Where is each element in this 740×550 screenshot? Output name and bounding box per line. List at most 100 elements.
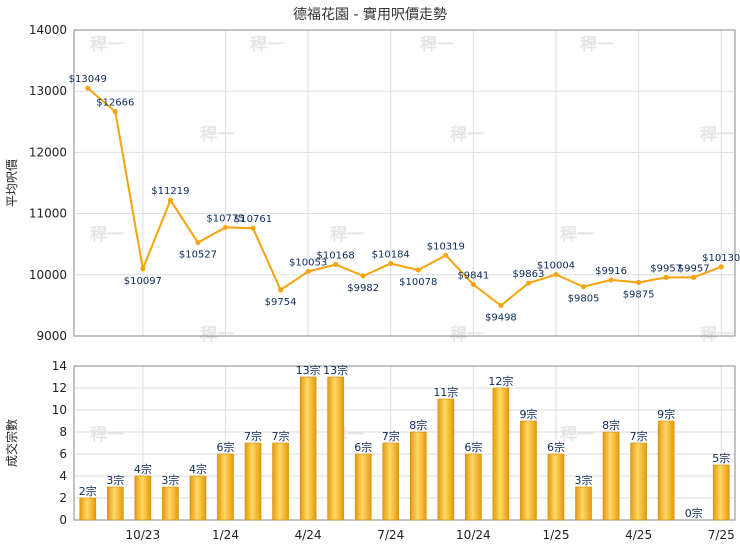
volume-data-label: 7宗	[630, 429, 648, 443]
price-line-panel: 9000 10000 11000 12000 13000 14000 平均呎價 $13049 $…	[5, 23, 740, 343]
price-point	[305, 269, 311, 275]
watermark-text: 稈一	[450, 325, 484, 345]
x-tick-label: 10/24	[456, 528, 491, 542]
price-point	[498, 303, 504, 309]
volume-data-label: 9宗	[519, 407, 537, 421]
volume-bar	[354, 453, 372, 521]
price-data-label: $12666	[96, 98, 134, 109]
volume-data-label: 11宗	[433, 385, 458, 399]
price-data-label: $10097	[124, 276, 162, 287]
volume-bar	[520, 420, 537, 521]
chart-title: 德福花園 - 實用呎價走勢	[293, 6, 447, 23]
volume-bar	[602, 431, 620, 521]
price-series-line	[87, 87, 722, 307]
price-point	[222, 224, 228, 230]
volume-data-label: 0宗	[685, 506, 703, 520]
price-point	[195, 240, 201, 246]
volume-bar-panel: 0 2 4 6 8 10 12 14 成交宗數 2宗 3宗 4宗 3宗 4宗 6宗 7宗 7宗 13宗 13宗 6宗 7…	[4, 359, 736, 542]
watermark-text: 稈一	[200, 325, 234, 345]
watermark-text: 稈一	[580, 35, 614, 55]
price-data-label: $10004	[537, 261, 575, 272]
price-point	[443, 252, 449, 258]
price-y-axis-label: 平均呎價	[5, 159, 19, 207]
volume-bar	[327, 376, 344, 521]
volume-plot-frame	[73, 365, 736, 521]
volume-data-label: 4宗	[134, 462, 152, 476]
price-point	[691, 274, 697, 280]
price-data-label: $10761	[234, 214, 272, 225]
price-data-label: $10168	[317, 251, 355, 262]
price-data-label: $9916	[595, 266, 627, 277]
watermark-text: 稈一	[560, 225, 594, 245]
price-data-label: $9805	[568, 294, 600, 305]
watermark-text: 稈一	[700, 325, 734, 345]
volume-data-label: 6宗	[216, 440, 234, 454]
volume-bar	[465, 453, 482, 521]
volume-bar	[657, 420, 675, 521]
volume-y-axis-label: 成交宗數	[4, 419, 19, 467]
volume-data-label: 3宗	[575, 473, 593, 487]
volume-y-tick-label: 4	[59, 469, 67, 483]
volume-bar	[437, 398, 455, 521]
price-data-label: $9875	[623, 289, 655, 300]
watermark-text: 稈一	[560, 425, 594, 445]
volume-data-label: 7宗	[382, 429, 400, 443]
price-point	[525, 280, 531, 286]
volume-data-label: 12宗	[488, 374, 513, 388]
watermark-text: 稈一	[90, 225, 124, 245]
volume-data-label: 6宗	[354, 440, 372, 454]
volume-bar	[244, 442, 262, 521]
volume-bar	[134, 475, 152, 521]
watermark-text: 稈一	[420, 35, 454, 55]
volume-data-label: 4宗	[189, 462, 207, 476]
price-point	[388, 261, 394, 267]
x-tick-label: 7/25	[708, 528, 735, 542]
volume-bar	[547, 453, 565, 521]
price-data-label: $9957	[650, 263, 682, 274]
price-y-tick-label: 14000	[29, 23, 67, 37]
price-plot-frame	[73, 29, 736, 337]
price-y-tick-label: 9000	[36, 329, 67, 343]
price-y-tick-label: 11000	[29, 207, 67, 221]
volume-data-label: 8宗	[602, 418, 620, 432]
x-tick-label: 7/24	[377, 528, 404, 542]
price-point	[167, 197, 173, 203]
price-point	[636, 279, 642, 285]
volume-y-tick-label: 8	[59, 425, 67, 439]
volume-bar	[272, 442, 289, 521]
price-data-label: $11219	[151, 186, 189, 197]
price-data-label: $9863	[513, 269, 545, 280]
x-tick-label: 1/25	[543, 528, 570, 542]
volume-data-label: 5宗	[712, 451, 730, 465]
volume-bar	[575, 486, 592, 521]
volume-bar	[492, 387, 510, 521]
price-data-label: $10053	[289, 258, 327, 269]
volume-data-label: 13宗	[296, 363, 321, 377]
x-tick-label: 4/25	[625, 528, 652, 542]
price-point	[85, 85, 91, 91]
price-point	[112, 109, 118, 115]
price-data-label: $9982	[347, 283, 379, 294]
price-y-tick-label: 13000	[29, 84, 67, 98]
price-data-label: $9754	[265, 297, 297, 308]
price-point	[140, 266, 146, 272]
volume-y-tick-label: 2	[59, 491, 67, 505]
watermark-text: 稈一	[700, 125, 734, 145]
price-point	[608, 277, 614, 283]
price-point	[470, 282, 476, 288]
volume-y-tick-label: 6	[59, 447, 67, 461]
volume-bar	[382, 442, 400, 521]
volume-data-label: 7宗	[244, 429, 262, 443]
price-point	[360, 273, 366, 279]
volume-bar	[409, 431, 427, 521]
volume-bar	[217, 453, 234, 521]
volume-y-tick-label: 10	[52, 403, 67, 417]
price-data-label: $10184	[372, 250, 410, 261]
volume-data-label: 7宗	[272, 429, 290, 443]
volume-data-label: 6宗	[547, 440, 565, 454]
price-data-label: $9841	[457, 271, 489, 282]
price-data-label: $10527	[179, 250, 217, 261]
volume-bar	[189, 475, 207, 521]
